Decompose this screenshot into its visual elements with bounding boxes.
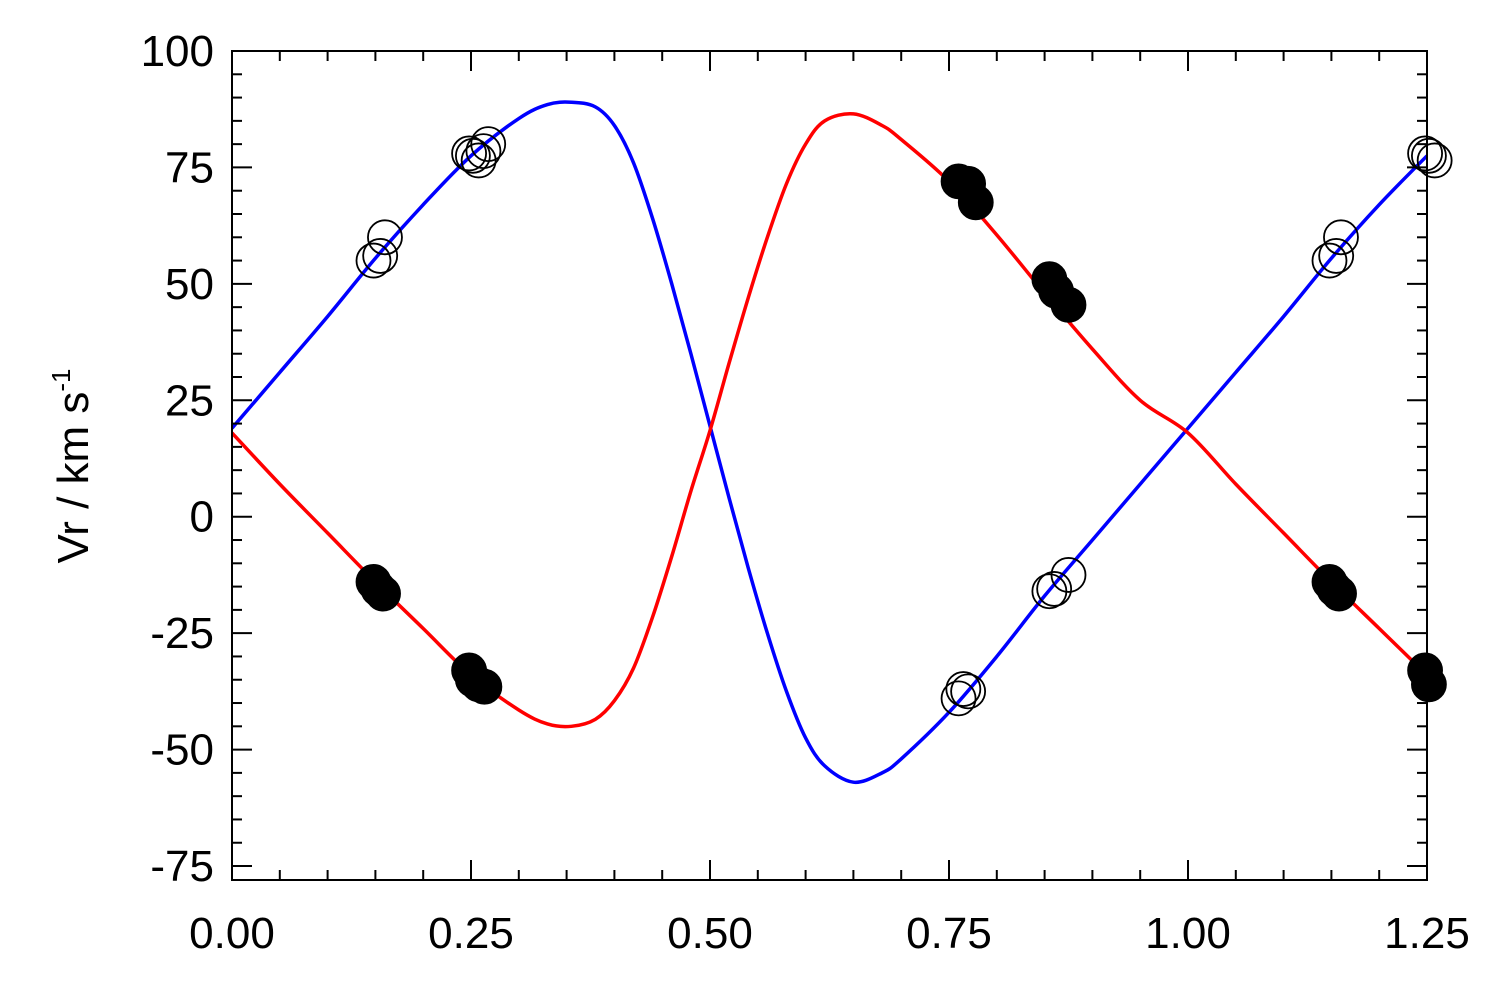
y-axis-title-main: Vr / km s xyxy=(49,392,98,564)
open-data-point xyxy=(1311,242,1348,279)
y-tick-label: 75 xyxy=(165,143,214,192)
open-data-point xyxy=(362,238,399,274)
y-tick-label: -25 xyxy=(150,609,214,658)
open-data-point xyxy=(470,126,507,163)
x-tick-label: 0.25 xyxy=(428,909,514,958)
open-data-point xyxy=(950,673,987,710)
y-tick-label: 25 xyxy=(165,376,214,425)
open-data-point xyxy=(1407,135,1443,172)
open-data-point xyxy=(1323,219,1359,256)
plot-area xyxy=(232,100,1453,785)
open-data-point xyxy=(945,671,982,707)
y-tick-label: 50 xyxy=(165,260,214,309)
x-tick-label: 0.00 xyxy=(189,909,275,958)
open-data-point xyxy=(1036,571,1073,607)
plot-frame xyxy=(231,50,1428,881)
model-curve-blue xyxy=(232,100,1427,785)
open-data-point xyxy=(451,135,487,172)
open-data-point xyxy=(1411,137,1447,174)
filled-data-point xyxy=(1321,575,1357,612)
filled-data-point xyxy=(1050,286,1087,323)
open-data-point xyxy=(355,242,392,279)
x-tick-label: 0.75 xyxy=(906,909,992,958)
open-data-point xyxy=(465,133,502,170)
y-axis-title: Vr / km s-1 xyxy=(46,368,98,563)
filled-data-point xyxy=(957,184,994,221)
filled-data-point xyxy=(466,668,503,705)
filled-data-point xyxy=(1411,666,1447,703)
y-tick-label: -75 xyxy=(150,842,214,891)
open-data-point xyxy=(460,142,497,179)
open-data-point xyxy=(1050,557,1087,593)
axes: 0.00 0.25 0.50 0.75 1.00 1.25 -75 -50 -25 0 25 50 75… xyxy=(141,27,1470,958)
model-curve-red xyxy=(232,111,1427,729)
open-data-point xyxy=(1318,238,1355,274)
open-data-point xyxy=(367,219,403,256)
x-tick-label: 0.50 xyxy=(667,909,753,958)
open-data-point xyxy=(1416,142,1453,179)
y-tick-label: 0 xyxy=(190,493,214,542)
y-tick-label: 100 xyxy=(141,27,214,76)
x-tick-label: 1.25 xyxy=(1384,909,1470,958)
y-axis-title-superscript: -1 xyxy=(46,368,76,391)
filled-data-point xyxy=(365,575,401,612)
y-tick-label: -50 xyxy=(150,726,214,775)
open-data-point xyxy=(940,680,977,717)
x-tick-label: 1.00 xyxy=(1145,909,1231,958)
